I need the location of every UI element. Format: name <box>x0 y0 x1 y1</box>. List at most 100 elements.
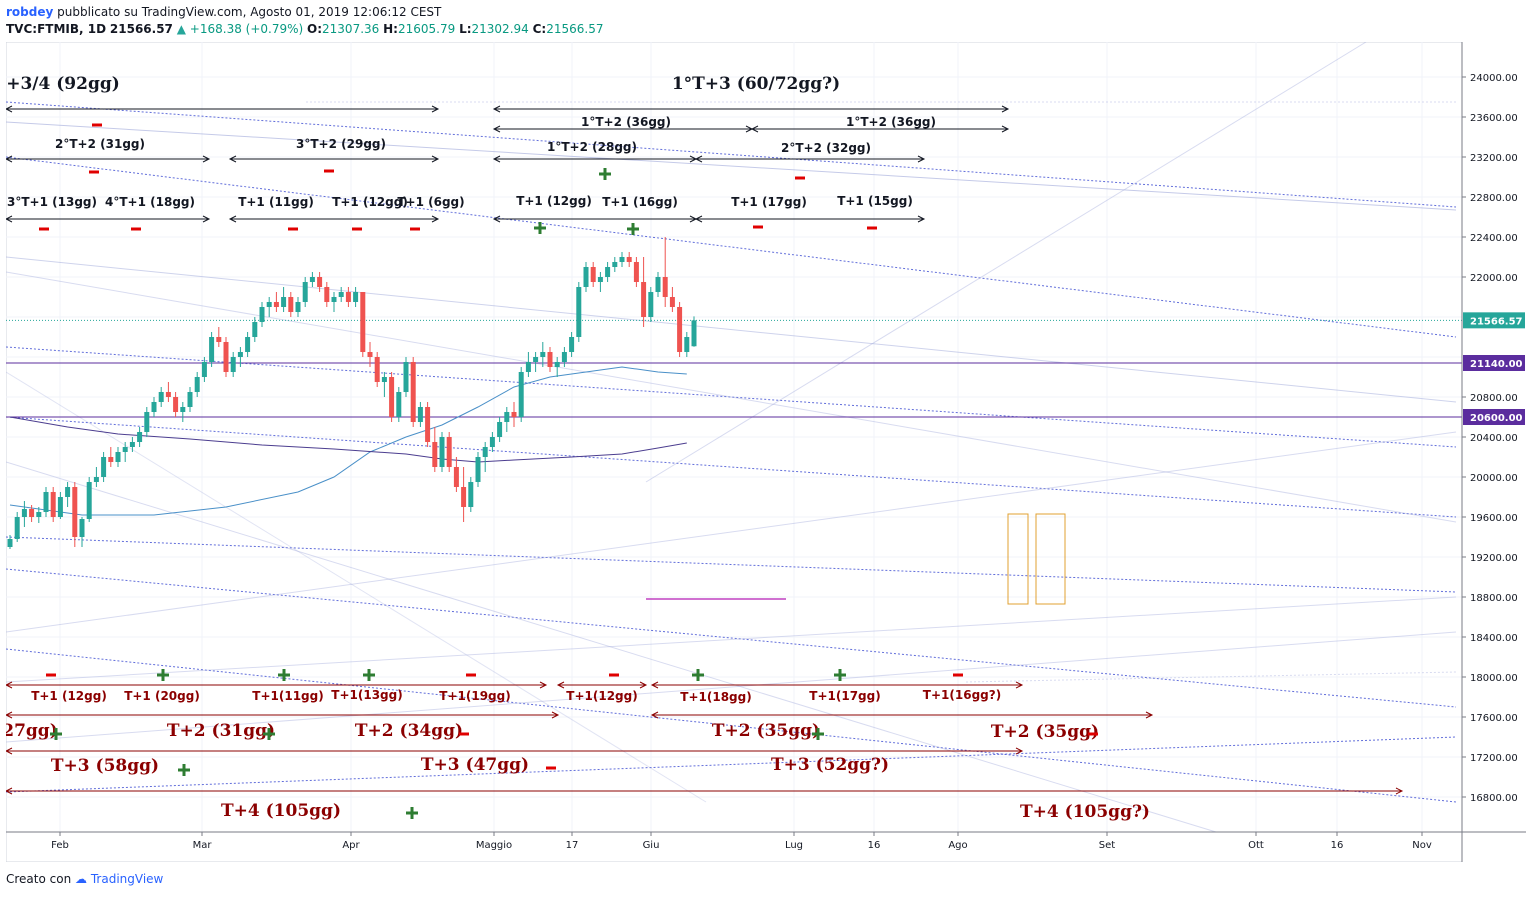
cycle-label: T+1(17gg) <box>809 689 880 703</box>
candle-body <box>518 372 524 417</box>
candle-body <box>626 257 632 262</box>
minus-sign-icon <box>466 673 476 677</box>
candle-body <box>417 407 423 422</box>
cycle-label: 4°T+1 (18gg) <box>105 195 195 209</box>
price-tick-label: 17600.00 <box>1470 713 1518 724</box>
minus-sign-icon <box>867 226 877 230</box>
candle-body <box>569 337 575 352</box>
open-label: O: <box>307 22 323 36</box>
minus-sign-icon <box>324 169 334 173</box>
candle-body <box>461 487 467 507</box>
moving-average-line <box>9 416 687 463</box>
price-axis[interactable]: 24000.00 23600.00 23200.00 22800.00 22400.00… <box>1461 42 1526 862</box>
plus-sign-icon <box>410 807 414 819</box>
footer: Creato con ☁ TradingView <box>6 872 163 886</box>
tradingview-brand[interactable]: TradingView <box>90 872 164 886</box>
candle-body <box>273 302 279 307</box>
candle-body <box>245 337 251 352</box>
minus-sign-icon <box>131 227 141 231</box>
cycle-label: T+1 (16gg) <box>602 195 678 209</box>
candle-body <box>317 277 323 287</box>
price-tick-label: 20400.00 <box>1470 433 1518 444</box>
candle-body <box>410 362 416 422</box>
chart-area[interactable]: +3/4 (92gg) 1°T+3 (60/72gg?) 1°T+2 (36gg) 1… <box>2 41 1527 863</box>
cycle-arrow-head <box>431 155 440 163</box>
candle-body <box>115 452 121 462</box>
cycle-label: T+2 (35gg) <box>712 721 820 741</box>
time-tick-label: Ott <box>1248 840 1264 851</box>
price-chart[interactable]: +3/4 (92gg) 1°T+3 (60/72gg?) 1°T+2 (36gg) 1… <box>2 41 1527 863</box>
cycle-arrow-head <box>1145 711 1154 719</box>
price-change: +168.38 (+0.79%) <box>189 22 304 36</box>
time-axis[interactable]: Feb Mar Apr Maggio 17 Giu Lug 16 Ago Set Ott 16 Nov <box>6 831 1526 851</box>
minus-sign-icon <box>546 766 556 770</box>
close-value: 21566.57 <box>546 22 604 36</box>
high-value: 21605.79 <box>397 22 456 36</box>
candle-body <box>108 457 114 462</box>
cycle-label: 1°T+3 (60/72gg?) <box>672 74 840 94</box>
candle-body <box>309 277 315 282</box>
plus-sign-icon <box>367 669 371 681</box>
candle-body <box>302 282 308 302</box>
cycle-label: T+2 (31gg) <box>167 721 275 741</box>
low-label: L: <box>459 22 472 36</box>
candle-body <box>367 352 373 357</box>
cycle-annotations: +3/4 (92gg) 1°T+3 (60/72gg?) 1°T+2 (36gg) 1… <box>2 74 1404 822</box>
close-label: C: <box>532 22 547 36</box>
candle-body <box>259 307 265 322</box>
candle-body <box>194 377 200 392</box>
cycle-arrow-tail <box>694 155 703 163</box>
cycle-arrow-tail <box>4 105 13 113</box>
candle-body <box>381 377 387 382</box>
candle-body <box>497 422 503 437</box>
candle-body <box>36 512 42 517</box>
candle-body <box>230 357 236 372</box>
candle-body <box>93 477 99 482</box>
candle-body <box>165 392 171 397</box>
time-tick-label: Feb <box>51 840 69 851</box>
candle-body <box>612 262 618 267</box>
minus-sign-icon <box>39 227 49 231</box>
candle-body <box>21 509 27 517</box>
cycle-label: T+1 (6gg) <box>397 195 464 209</box>
cycle-label: T+1 (12gg) <box>332 195 408 209</box>
candle-body <box>338 292 344 297</box>
price-axis-bg <box>1462 42 1526 862</box>
candle-body <box>590 267 596 282</box>
candle-body <box>482 447 488 457</box>
cycle-arrow-head <box>1395 787 1404 795</box>
price-tag-label: 20600.00 <box>1470 413 1523 424</box>
cycle-arrow-tail <box>4 747 13 755</box>
price-tick-label: 24000.00 <box>1470 73 1518 84</box>
change-arrow-icon: ▲ <box>176 22 186 36</box>
cycle-arrow-tail <box>492 125 501 133</box>
price-tick-label: 18000.00 <box>1470 673 1518 684</box>
minus-sign-icon <box>1088 732 1098 736</box>
candle-body <box>547 352 553 367</box>
candle-body <box>324 287 330 302</box>
tradingview-logo-icon[interactable]: ☁ <box>75 872 88 886</box>
cycle-label: 2°T+2 (31gg) <box>55 137 145 151</box>
candle-body <box>201 362 207 377</box>
cycle-arrow-tail <box>556 681 565 689</box>
candle-body <box>158 392 164 402</box>
candle-body <box>504 412 510 422</box>
created-with-label: Creato con <box>6 872 72 886</box>
candle-body <box>43 492 49 512</box>
symbol-label[interactable]: TVC:FTMIB, 1D <box>6 22 107 36</box>
candle-body <box>684 337 690 352</box>
high-label: H: <box>383 22 398 36</box>
cycle-arrow-head <box>639 681 648 689</box>
cycle-arrow-head <box>1015 747 1024 755</box>
cycle-arrow-head <box>431 105 440 113</box>
plus-sign-icon <box>54 728 58 740</box>
time-tick-label: 17 <box>566 840 579 851</box>
candle-body <box>14 517 20 539</box>
candle-body <box>209 337 215 362</box>
candle-body <box>50 492 56 517</box>
author-name[interactable]: robdey <box>6 5 54 19</box>
cycle-label: T+1 (12gg) <box>516 194 592 208</box>
candle-body <box>129 442 135 447</box>
cycle-arrow-tail <box>228 215 237 223</box>
cycle-arrow-tail <box>4 215 13 223</box>
